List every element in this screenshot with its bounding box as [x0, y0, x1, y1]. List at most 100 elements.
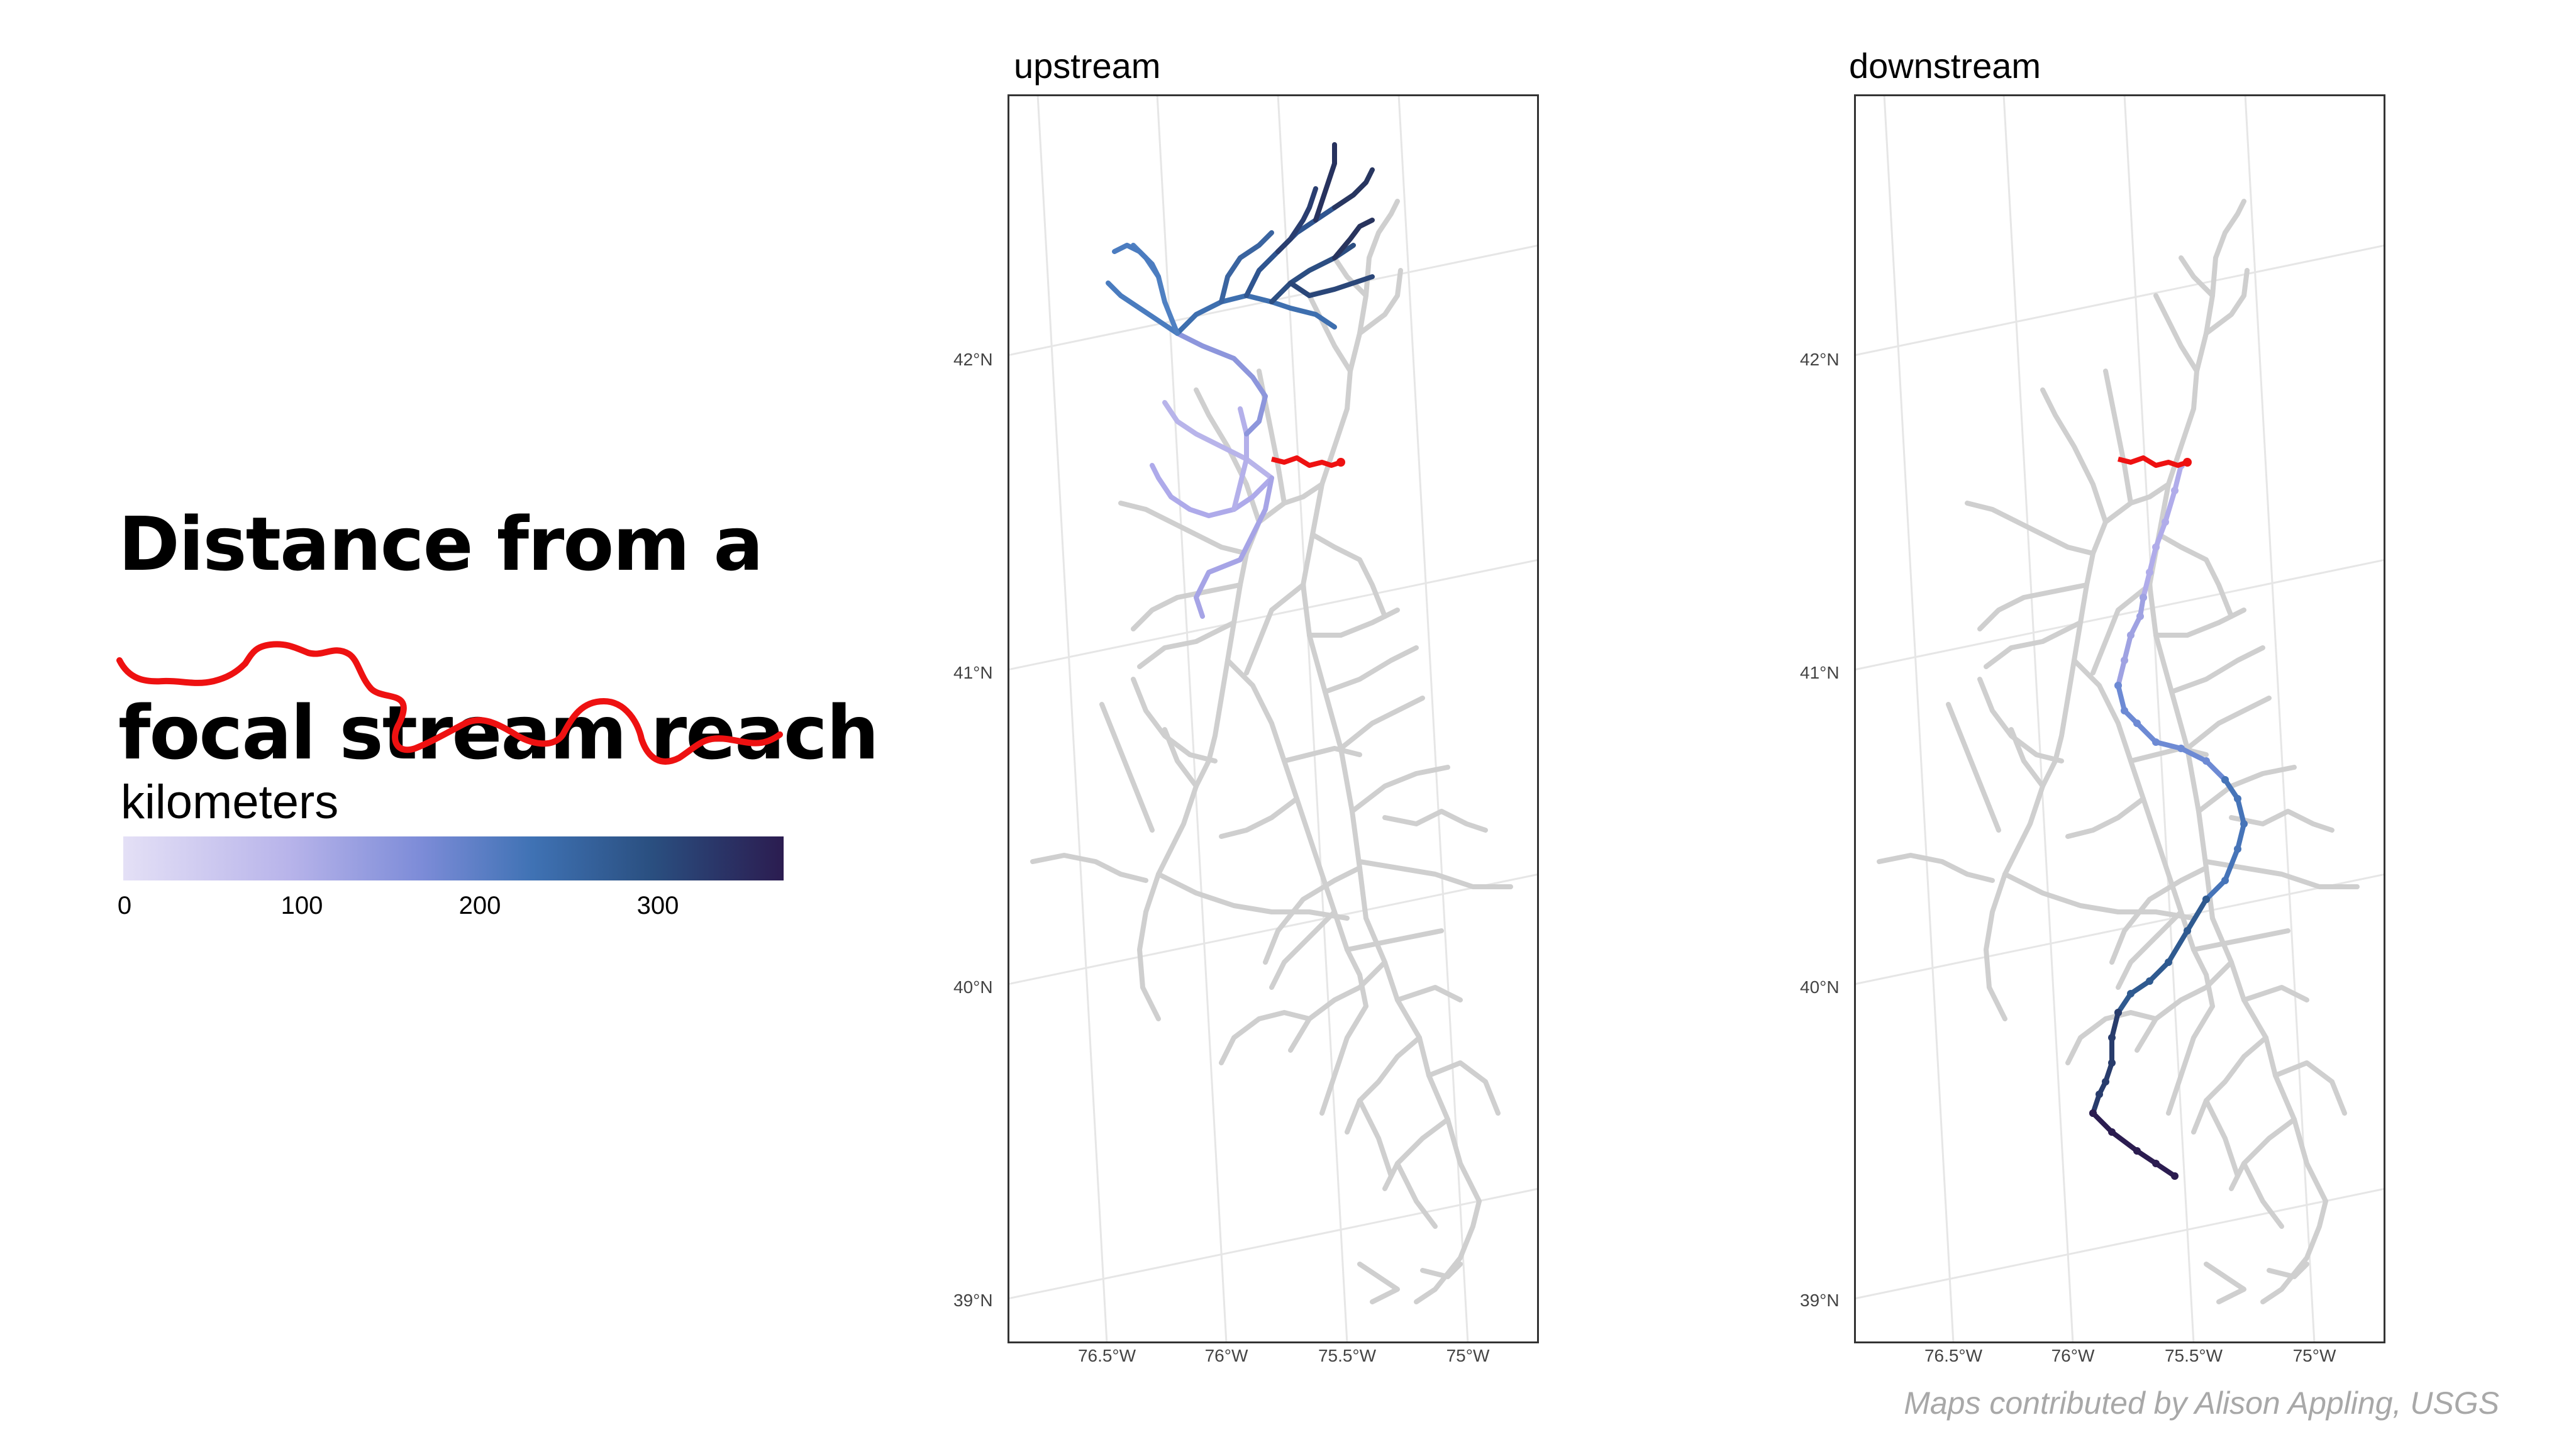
- graticule-lat-2: [1008, 873, 1539, 985]
- focal-reach-end: [2183, 458, 2192, 467]
- downstream-node-2-0: [2114, 682, 2122, 689]
- graticule-lon-2: [2123, 94, 2195, 1343]
- river-segment-32: [2273, 1060, 2347, 1116]
- river-segment-41: [2260, 1199, 2328, 1304]
- downstream-node-4-2: [2165, 958, 2172, 966]
- river-segment-15: [1946, 702, 2001, 833]
- river-segment-46: [2179, 255, 2215, 298]
- river-segment-13: [2229, 809, 2334, 833]
- legend-title: kilometers: [121, 775, 339, 829]
- colorbar-gradient: [123, 836, 784, 880]
- river-segment-26: [2169, 645, 2265, 694]
- downstream-node-4-0: [2202, 896, 2210, 903]
- river-segment-36: [2116, 909, 2184, 990]
- graticule-lon-2: [1277, 94, 1348, 1343]
- downstream-node-5-4: [2096, 1091, 2103, 1098]
- river-segment-40: [2166, 1004, 2215, 1116]
- river-segment-38: [2191, 928, 2290, 952]
- downstream-node-2-4: [2177, 745, 2185, 752]
- river-segment-34: [2065, 1010, 2158, 1065]
- river-segment-44: [2267, 1262, 2309, 1279]
- graticule-lon-0: [1036, 94, 1108, 1343]
- river-segment-12: [1357, 859, 1513, 889]
- river-segment-23: [1244, 582, 1306, 675]
- river-segment-26: [1323, 645, 1419, 694]
- legend-tick-0: 0: [117, 892, 132, 919]
- river-segment-27: [1307, 608, 1400, 638]
- title-line-2: focal stream reach: [118, 689, 879, 776]
- lat-label-42-down: 42°N: [1800, 350, 1840, 369]
- upstream-reach-1: [1162, 400, 1274, 480]
- lon-label-76.5-up: 76.5°W: [1077, 1346, 1136, 1365]
- downstream-node-3-3: [2234, 845, 2241, 853]
- river-segment-31: [1345, 1035, 1422, 1135]
- river-segment-19: [1194, 387, 1262, 525]
- title-line-1: Distance from a: [118, 501, 763, 587]
- river-segment-24: [2157, 532, 2234, 619]
- legend-tick-300: 300: [636, 892, 679, 919]
- lon-label-75-down: 75°W: [2292, 1346, 2336, 1365]
- focal-reach: [2118, 455, 2189, 468]
- river-segment-30: [2135, 960, 2234, 1053]
- distance-colorbar: [123, 836, 784, 880]
- upstream-reach-11: [1313, 142, 1337, 223]
- lat-label-41-up: 41°N: [953, 663, 993, 682]
- graticule-lat-2: [1854, 873, 2385, 985]
- graticule-lon-3: [2244, 94, 2316, 1343]
- river-segment-5: [2002, 658, 2077, 877]
- upstream-reach-8: [1219, 230, 1274, 304]
- river-segment-33: [2229, 1117, 2297, 1191]
- downstream-reach-6: [2090, 1111, 2177, 1179]
- lat-label-39-up: 39°N: [953, 1291, 993, 1310]
- focal-reach-line: [116, 641, 783, 765]
- downstream-node-4-1: [2184, 927, 2191, 935]
- river-segment-6: [1225, 658, 1312, 839]
- downstream-reach-0: [2141, 463, 2184, 600]
- river-segment-27: [2153, 608, 2246, 638]
- downstream-node-3-2: [2240, 820, 2248, 828]
- river-segment-10: [1877, 853, 1995, 883]
- river-segment-42: [1395, 1161, 1438, 1229]
- downstream-reach-3: [2204, 777, 2246, 902]
- downstream-node-2-3: [2152, 738, 2160, 746]
- downstream-node-1-2: [2127, 631, 2135, 639]
- river-segment-30: [1288, 960, 1387, 1053]
- graticule-lat-3: [1854, 1187, 2385, 1300]
- upstream-reach-15: [1332, 218, 1375, 260]
- river-segment-28: [1350, 765, 1450, 814]
- downstream-node-6-3: [2152, 1160, 2160, 1167]
- river-segment-21: [1307, 293, 1353, 374]
- downstream-reach-4: [2116, 897, 2209, 1015]
- lon-label-75.5-up: 75.5°W: [1318, 1346, 1377, 1365]
- river-segment-22: [2204, 268, 2250, 336]
- upstream-reach-6: [1175, 293, 1337, 336]
- downstream-reach-1: [2116, 595, 2146, 688]
- downstream-node-2-2: [2133, 719, 2141, 727]
- downstream-node-4-3: [2146, 977, 2153, 985]
- river-segment-8: [1307, 834, 1368, 1009]
- river-segment-42: [2241, 1161, 2284, 1229]
- focal-reach-illustration: [116, 641, 783, 765]
- river-segment-44: [1420, 1262, 1463, 1279]
- legend-tick-100: 100: [280, 892, 323, 919]
- river-segment-17: [1977, 582, 2089, 631]
- upstream-map-panel: [1008, 94, 1539, 1343]
- focal-reach-end: [1336, 458, 1345, 467]
- upstream-reach-12: [1288, 274, 1375, 298]
- river-segment-39: [2065, 796, 2146, 839]
- downstream-node-6-1: [2108, 1128, 2116, 1136]
- river-segment-36: [1269, 909, 1337, 990]
- river-segment-3: [2213, 199, 2246, 260]
- river-segment-20: [2103, 369, 2133, 506]
- river-segment-9: [2128, 746, 2209, 763]
- river-segment-40: [1319, 1004, 1368, 1116]
- river-segment-21: [2153, 293, 2199, 374]
- downstream-node-5-1: [2108, 1034, 2116, 1041]
- river-segment-38: [1345, 928, 1444, 952]
- river-segment-24: [1310, 532, 1387, 619]
- river-segment-2: [1363, 916, 1482, 1204]
- lat-label-40-up: 40°N: [953, 977, 993, 997]
- river-segment-3: [1367, 199, 1400, 260]
- upstream-reach-2: [1194, 475, 1274, 619]
- downstream-node-1-1: [2136, 613, 2144, 620]
